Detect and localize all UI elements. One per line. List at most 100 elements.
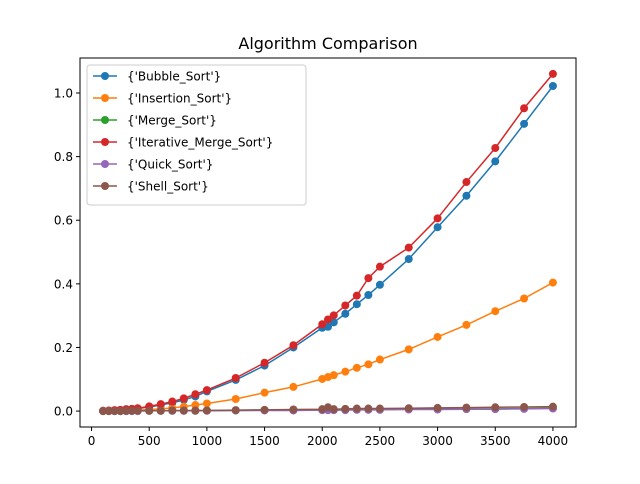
data-point: [191, 406, 200, 415]
data-point: [168, 406, 177, 415]
legend-item: {'Quick_Sort'}: [93, 158, 213, 172]
legend-marker: [101, 160, 109, 168]
x-tick-label: 2500: [365, 434, 396, 448]
axes-layer: 0 500 1000 1500 2000 2500 3000 3500 4000 0.0 0.2 0.…: [54, 86, 568, 448]
data-point: [352, 363, 361, 372]
data-point: [491, 157, 500, 166]
x-tick-label: 4000: [538, 434, 569, 448]
data-point: [289, 405, 298, 414]
data-point: [375, 404, 384, 413]
data-point: [462, 178, 471, 187]
data-point: [404, 404, 413, 413]
legend-marker: [101, 138, 109, 146]
data-point: [127, 406, 136, 415]
data-point: [260, 358, 269, 367]
data-point: [491, 307, 500, 316]
data-point: [329, 405, 338, 414]
series-5: [99, 402, 557, 416]
data-point: [548, 402, 557, 411]
data-point: [329, 311, 338, 320]
y-tick-label: 0.4: [54, 277, 73, 291]
data-point: [375, 280, 384, 289]
data-point: [462, 403, 471, 412]
y-tick-label: 0.6: [54, 214, 73, 228]
y-tick-label: 1.0: [54, 86, 73, 100]
series-layer: [99, 69, 557, 416]
legend-marker: [101, 182, 109, 190]
data-point: [433, 223, 442, 232]
data-point: [202, 406, 211, 415]
legend-label: {'Merge_Sort'}: [127, 114, 217, 128]
legend-label: {'Quick_Sort'}: [127, 158, 213, 172]
data-point: [156, 406, 165, 415]
legend-label: {'Shell_Sort'}: [127, 180, 209, 194]
data-point: [433, 332, 442, 341]
data-point: [375, 355, 384, 364]
legend-item: {'Iterative_Merge_Sort'}: [93, 136, 273, 150]
data-point: [202, 386, 211, 395]
data-point: [133, 406, 142, 415]
data-point: [260, 388, 269, 397]
data-point: [491, 403, 500, 412]
data-point: [364, 290, 373, 299]
y-tick-label: 0.8: [54, 150, 73, 164]
data-point: [231, 374, 240, 383]
data-point: [462, 191, 471, 200]
data-point: [352, 404, 361, 413]
data-point: [341, 301, 350, 310]
data-point: [191, 390, 200, 399]
data-point: [548, 81, 557, 90]
legend-item: {'Insertion_Sort'}: [93, 92, 232, 106]
data-point: [404, 243, 413, 252]
x-tick-label: 0: [88, 434, 96, 448]
data-point: [352, 300, 361, 309]
data-point: [110, 407, 119, 416]
x-tick-label: 2000: [307, 434, 338, 448]
legend-marker: [101, 72, 109, 80]
data-point: [375, 262, 384, 271]
data-point: [364, 404, 373, 413]
chart-title: Algorithm Comparison: [238, 34, 417, 53]
data-point: [364, 274, 373, 283]
data-point: [179, 406, 188, 415]
data-point: [122, 406, 131, 415]
data-point: [364, 360, 373, 369]
y-tick-label: 0.0: [54, 405, 73, 419]
data-point: [99, 407, 108, 416]
data-point: [179, 394, 188, 403]
data-point: [104, 407, 113, 416]
legend-item: {'Bubble_Sort'}: [93, 70, 221, 84]
x-tick-label: 1500: [249, 434, 280, 448]
data-point: [462, 320, 471, 329]
data-point: [318, 320, 327, 329]
x-tick-label: 1000: [192, 434, 223, 448]
data-point: [491, 144, 500, 153]
data-point: [520, 104, 529, 113]
data-point: [231, 406, 240, 415]
data-point: [520, 402, 529, 411]
legend-label: {'Bubble_Sort'}: [127, 70, 221, 84]
data-point: [404, 255, 413, 264]
data-point: [329, 371, 338, 380]
data-point: [289, 382, 298, 391]
data-point: [433, 214, 442, 223]
data-point: [341, 367, 350, 376]
plot-frame: [79, 57, 577, 428]
data-point: [548, 69, 557, 78]
legend-box: [86, 64, 307, 206]
data-point: [231, 395, 240, 404]
legend-item: {'Shell_Sort'}: [93, 180, 209, 194]
data-point: [404, 345, 413, 354]
data-point: [156, 400, 165, 409]
data-point: [324, 315, 332, 324]
data-point: [202, 399, 211, 408]
legend: {'Bubble_Sort'} {'Insertion_Sort'} {'Merge…: [86, 64, 307, 206]
data-point: [168, 397, 177, 406]
legend-item: {'Merge_Sort'}: [93, 114, 217, 128]
data-point: [145, 406, 154, 415]
data-point: [341, 404, 350, 413]
data-point: [116, 407, 125, 416]
data-point: [433, 403, 442, 412]
